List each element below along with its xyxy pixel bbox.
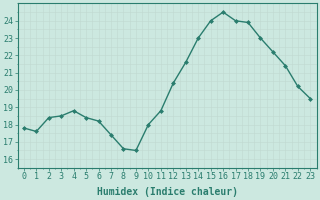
X-axis label: Humidex (Indice chaleur): Humidex (Indice chaleur) — [97, 186, 237, 197]
